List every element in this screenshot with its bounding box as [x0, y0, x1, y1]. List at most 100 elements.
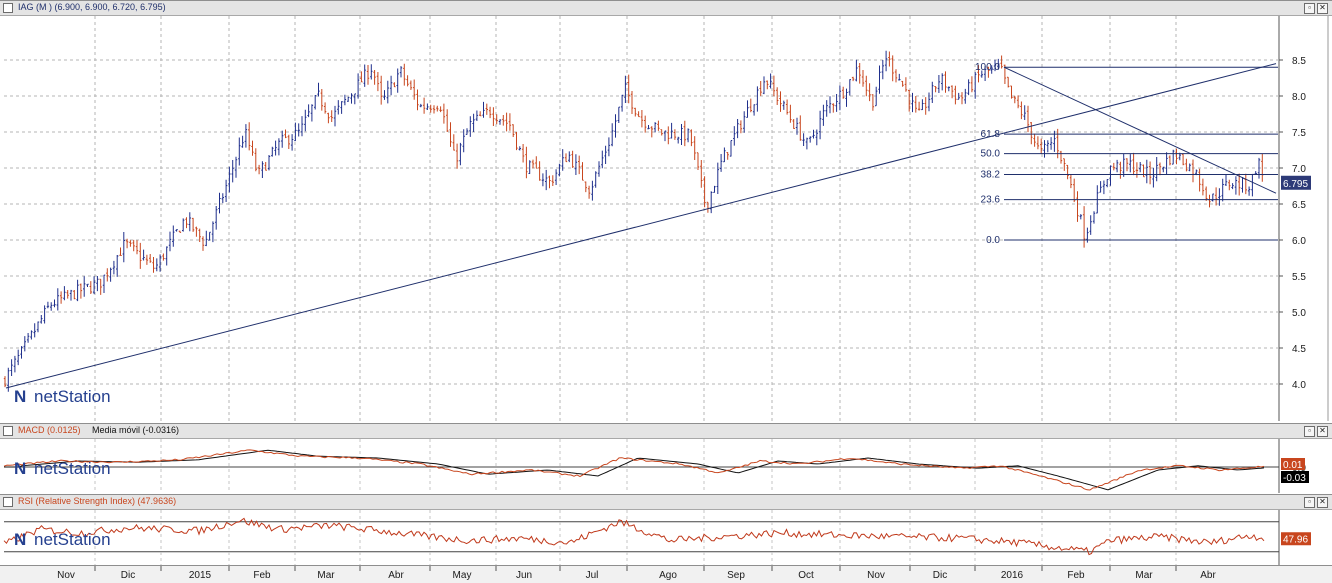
ohlc-bar [686, 128, 690, 143]
ohlc-bar [43, 305, 46, 324]
ohlc-bar [848, 79, 851, 96]
window-menu-icon[interactable] [3, 497, 13, 507]
price-panel: IAG (M ) (6.900, 6.900, 6.720, 6.795) ▫ … [0, 0, 1332, 421]
ohlc-bar [548, 175, 551, 189]
ohlc-bar [26, 333, 30, 343]
ohlc-bar [921, 99, 924, 111]
ohlc-bar [993, 59, 997, 72]
ohlc-bar [452, 134, 455, 151]
ohlc-bar [911, 92, 914, 113]
ohlc-bar [300, 116, 304, 137]
price-panel-title: IAG (M ) (6.900, 6.900, 6.720, 6.795) [18, 2, 166, 12]
ohlc-bar [485, 103, 488, 115]
ohlc-bar [1152, 167, 1155, 188]
ohlc-bar [132, 239, 135, 252]
ohlc-bar [1228, 179, 1231, 191]
ohlc-bar [330, 110, 333, 122]
ohlc-bar [472, 113, 475, 132]
ohlc-bar [350, 93, 353, 104]
ohlc-bar [700, 160, 703, 188]
ohlc-bar [224, 179, 228, 202]
close-button[interactable]: ✕ [1317, 3, 1328, 14]
ohlc-bar [545, 169, 548, 191]
ohlc-bar [914, 96, 917, 113]
ohlc-bar [413, 79, 416, 100]
close-button[interactable]: ✕ [1317, 497, 1328, 508]
ohlc-bar [1247, 186, 1251, 196]
ohlc-bar [1046, 140, 1049, 153]
ohlc-bar [366, 65, 370, 85]
ohlc-bar [607, 137, 611, 157]
ohlc-bar [1115, 159, 1119, 173]
ohlc-bar [630, 91, 634, 114]
ohlc-bar [838, 85, 842, 111]
restore-button[interactable]: ▫ [1304, 426, 1315, 437]
ohlc-bar [1033, 133, 1036, 147]
ohlc-bar [776, 87, 779, 105]
restore-button[interactable]: ▫ [1304, 3, 1315, 14]
ohlc-bar [584, 181, 587, 193]
ohlc-bar [323, 102, 327, 114]
ohlc-bar [1122, 154, 1125, 177]
ohlc-bar [571, 150, 574, 168]
netstation-logo: netStation [34, 530, 111, 549]
ohlc-bar [983, 66, 987, 81]
ohlc-bar [307, 104, 310, 118]
ohlc-bar [1172, 149, 1175, 165]
ohlc-bar [492, 107, 495, 126]
ohlc-bar [10, 359, 13, 376]
ohlc-bar [353, 93, 356, 105]
ohlc-bar [152, 257, 155, 273]
ohlc-bar [287, 134, 290, 149]
ohlc-bar [558, 163, 561, 177]
ohlc-bar [409, 80, 413, 90]
ohlc-bar [155, 258, 158, 272]
ohlc-bar [1165, 152, 1168, 175]
ohlc-bar [528, 160, 531, 174]
x-tick-label: May [453, 570, 472, 581]
ohlc-bar [314, 95, 317, 110]
ohlc-bar [380, 75, 383, 105]
price-chart[interactable]: 8.5 8.0 7.5 7.0 6.5 6.0 5.5 5.0 4.5 4.0 100.0 61.8 5… [0, 16, 1332, 421]
ohlc-bar [822, 104, 825, 126]
ohlc-bar [1112, 162, 1115, 171]
ohlc-bar [950, 85, 954, 99]
ohlc-bar [561, 149, 564, 171]
y-tick-label: 5.5 [1292, 272, 1306, 283]
ohlc-bar [1102, 180, 1106, 195]
ohlc-bar [426, 103, 429, 110]
ohlc-bar [399, 66, 403, 78]
ohlc-bar [1181, 153, 1185, 166]
ohlc-bar [1139, 162, 1142, 173]
x-tick-label: Dic [933, 570, 947, 581]
ohlc-bar [502, 115, 505, 126]
price-panel-titlebar: IAG (M ) (6.900, 6.900, 6.720, 6.795) ▫ … [0, 1, 1332, 16]
y-tick-label: 5.0 [1292, 308, 1306, 319]
macd-last-label: 0.01 [1283, 460, 1303, 471]
ohlc-bar [845, 88, 848, 107]
ohlc-bar [1175, 148, 1178, 165]
ohlc-bar [1135, 162, 1139, 178]
netstation-logo-icon: N [14, 387, 26, 406]
window-menu-icon[interactable] [3, 3, 13, 13]
ohlc-bar [650, 126, 653, 138]
close-button[interactable]: ✕ [1317, 426, 1328, 437]
ohlc-bar [924, 97, 927, 115]
ohlc-bar [611, 123, 614, 147]
restore-button[interactable]: ▫ [1304, 497, 1315, 508]
ohlc-bar [376, 72, 380, 92]
ohlc-bar [66, 290, 69, 299]
ohlc-bar [601, 150, 604, 169]
ohlc-bar [145, 254, 149, 265]
x-tick-label: Feb [1067, 570, 1085, 581]
ohlc-bar [432, 105, 436, 114]
x-tick-label: Feb [253, 570, 271, 581]
ohlc-bar [1145, 159, 1148, 184]
ohlc-bar [1099, 181, 1102, 193]
ohlc-bar [360, 71, 363, 83]
last-price-label: 6.795 [1283, 179, 1308, 190]
window-menu-icon[interactable] [3, 426, 13, 436]
macd-panel-titlebar: MACD (0.0125) Media móvil (-0.0316) ▫ ✕ [0, 424, 1332, 439]
